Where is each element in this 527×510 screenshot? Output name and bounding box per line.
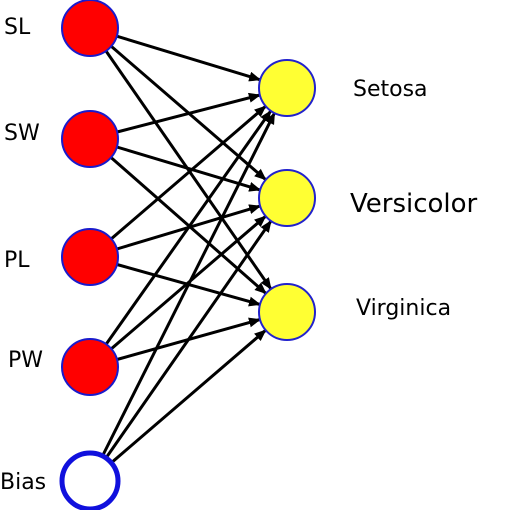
input-node-sw [61, 110, 119, 168]
arrow-bias-to-versicolor [104, 220, 273, 459]
node-labels: SL SW PL PW Bias Setosa Versicolor Virgi… [0, 15, 478, 495]
arrow-bias-to-setosa [101, 112, 276, 457]
arrow-sl-to-setosa [116, 34, 262, 82]
arrow-bias-to-virginica [110, 329, 267, 464]
output-label-versicolor: Versicolor [350, 189, 478, 219]
output-label-virginica: Virginica [356, 296, 451, 321]
input-node-pw [61, 338, 119, 396]
nodes [59, 0, 316, 510]
input-label-pw: PW [8, 348, 43, 373]
arrow-sw-to-versicolor [116, 145, 262, 192]
input-node-pl [61, 228, 119, 286]
arrow-pl-to-setosa [110, 105, 267, 240]
arrow-sw-to-setosa [116, 92, 261, 134]
input-node-bias [59, 450, 121, 510]
output-node-virginica [258, 283, 316, 341]
output-node-setosa [258, 59, 316, 117]
connection-arrows [101, 34, 276, 464]
arrow-pw-to-setosa [104, 110, 273, 345]
input-label-pl: PL [4, 248, 30, 273]
input-label-sl: SL [4, 15, 31, 40]
input-label-bias: Bias [0, 470, 46, 495]
input-label-sw: SW [4, 121, 40, 146]
output-node-versicolor [258, 169, 316, 227]
input-node-sl [61, 0, 119, 57]
output-label-setosa: Setosa [353, 77, 428, 102]
